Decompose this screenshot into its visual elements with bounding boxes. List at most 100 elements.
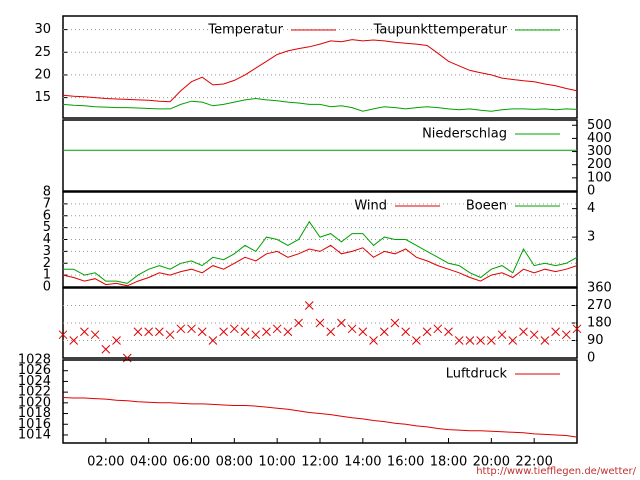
legend-label: Boeen bbox=[466, 199, 507, 214]
direction-point bbox=[262, 327, 271, 337]
direction-point bbox=[369, 336, 378, 345]
legend-label: Taupunkttemperatur bbox=[373, 23, 508, 38]
x-tick-label: 20:00 bbox=[473, 455, 510, 470]
x-tick-label: 14:00 bbox=[344, 455, 381, 470]
direction-point bbox=[347, 324, 357, 334]
x-tick-label: 08:00 bbox=[216, 455, 253, 470]
direction-point bbox=[144, 327, 154, 337]
direction-point bbox=[208, 336, 218, 345]
y-tick-label: 1026 bbox=[18, 363, 51, 378]
direction-point bbox=[390, 318, 400, 328]
y-tick-label: 400 bbox=[587, 131, 612, 146]
direction-point bbox=[101, 344, 111, 354]
y-tick-label: 1022 bbox=[18, 385, 51, 400]
direction-point bbox=[529, 330, 539, 340]
legend-label: Luftdruck bbox=[446, 367, 508, 382]
y-tick-label: 1020 bbox=[18, 395, 51, 410]
x-tick-label: 16:00 bbox=[387, 455, 424, 470]
direction-point bbox=[444, 327, 453, 337]
x-tick-label: 06:00 bbox=[173, 455, 210, 470]
direction-point bbox=[315, 318, 325, 328]
direction-point bbox=[197, 327, 207, 337]
y-tick-label: 8 bbox=[43, 185, 51, 200]
direction-point bbox=[90, 330, 100, 340]
footer-url: http://www.tiefflegen.de/wetter/ bbox=[476, 466, 636, 477]
y-tick-label: 5 bbox=[43, 220, 51, 235]
direction-point bbox=[337, 318, 346, 328]
y-tick-label: 6 bbox=[43, 208, 51, 223]
direction-point bbox=[401, 327, 411, 337]
x-tick-label: 04:00 bbox=[130, 455, 167, 470]
y2-tick-label: 3 bbox=[587, 230, 595, 245]
direction-point bbox=[486, 336, 496, 345]
y-tick-label: 270 bbox=[587, 298, 612, 313]
direction-point bbox=[476, 336, 485, 345]
y-tick-label: 1018 bbox=[18, 406, 51, 421]
direction-point bbox=[433, 324, 443, 334]
y-tick-label: 4 bbox=[43, 232, 51, 247]
direction-point bbox=[551, 327, 560, 337]
direction-point bbox=[358, 327, 368, 337]
y-tick-label: 30 bbox=[34, 22, 51, 37]
y-tick-label: 1028 bbox=[18, 353, 51, 368]
y-tick-label: 100 bbox=[587, 170, 612, 185]
panel-frame bbox=[62, 119, 578, 192]
direction-point bbox=[304, 301, 314, 310]
y-tick-label: 90 bbox=[587, 333, 604, 348]
panel-frame bbox=[62, 15, 578, 119]
direction-point bbox=[240, 327, 250, 337]
y-tick-label: 180 bbox=[587, 316, 612, 331]
y-tick-label: 0 bbox=[587, 351, 595, 366]
direction-point bbox=[508, 336, 518, 345]
y-tick-label: 200 bbox=[587, 157, 612, 172]
x-tick-label: 02:00 bbox=[87, 455, 124, 470]
direction-point bbox=[112, 336, 121, 345]
direction-point bbox=[454, 336, 464, 345]
direction-point bbox=[58, 330, 68, 340]
direction-point bbox=[422, 327, 432, 337]
direction-point bbox=[69, 336, 79, 345]
y-tick-label: 15 bbox=[34, 90, 51, 105]
direction-point bbox=[540, 336, 550, 345]
direction-point bbox=[251, 330, 261, 340]
direction-point bbox=[379, 327, 389, 337]
direction-point bbox=[412, 336, 421, 345]
direction-point bbox=[176, 324, 186, 334]
y-tick-label: 3 bbox=[43, 244, 51, 259]
legend-label: Wind bbox=[354, 199, 387, 214]
series-line bbox=[62, 397, 578, 438]
y-tick-label: 2 bbox=[43, 256, 51, 271]
y-tick-label: 1 bbox=[43, 268, 51, 283]
y-tick-label: 1016 bbox=[18, 417, 51, 432]
y-tick-label: 500 bbox=[587, 118, 612, 133]
direction-point bbox=[80, 327, 89, 337]
y-tick-label: 25 bbox=[34, 45, 51, 60]
direction-point bbox=[519, 327, 528, 337]
legend-label: Niederschlag bbox=[422, 127, 507, 142]
direction-point bbox=[497, 330, 507, 340]
direction-point bbox=[283, 327, 293, 337]
y-tick-label: 1024 bbox=[18, 374, 51, 389]
y-tick-label: 20 bbox=[34, 67, 51, 82]
series-line bbox=[63, 220, 578, 284]
x-tick-label: 18:00 bbox=[430, 455, 467, 470]
series-line bbox=[62, 97, 578, 112]
y-tick-label: 360 bbox=[587, 281, 612, 296]
y-tick-label: 7 bbox=[43, 196, 51, 211]
direction-point bbox=[155, 327, 164, 337]
direction-point bbox=[326, 327, 336, 337]
direction-point bbox=[294, 318, 303, 328]
direction-point bbox=[572, 324, 582, 334]
direction-point bbox=[219, 327, 228, 337]
series-line bbox=[62, 244, 578, 287]
direction-point bbox=[187, 324, 196, 334]
y-tick-label: 1014 bbox=[18, 427, 51, 442]
series-line bbox=[62, 39, 578, 103]
direction-point bbox=[272, 324, 282, 334]
x-tick-label: 12:00 bbox=[301, 455, 338, 470]
x-tick-label: 10:00 bbox=[258, 455, 295, 470]
direction-point bbox=[561, 330, 571, 340]
direction-point bbox=[165, 330, 175, 340]
direction-point bbox=[133, 327, 143, 337]
